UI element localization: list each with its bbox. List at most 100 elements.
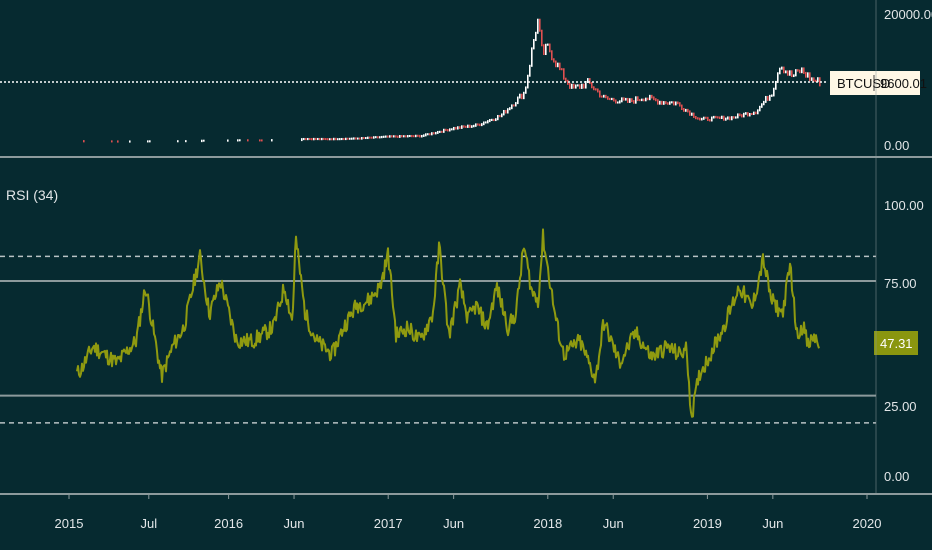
rsi-panel[interactable]: RSI (34) 100.00 75.00 25.00 0.00 47.31 xyxy=(0,187,924,484)
price-axis-tick: 0.00 xyxy=(884,138,909,153)
price-candle xyxy=(457,126,459,130)
price-candle xyxy=(511,104,513,110)
price-candle xyxy=(539,18,541,32)
price-candle xyxy=(641,98,643,102)
price-candle xyxy=(177,140,179,143)
price-candle xyxy=(747,112,749,117)
price-candle xyxy=(311,138,313,141)
price-candle xyxy=(703,116,705,120)
price-candle xyxy=(543,44,545,56)
price-candle xyxy=(315,137,317,141)
price-badge-box xyxy=(830,71,920,95)
price-candle xyxy=(399,135,401,138)
price-candle xyxy=(339,138,341,141)
price-candle xyxy=(645,97,647,102)
rsi-axis-tick: 25.00 xyxy=(884,399,917,414)
price-candle xyxy=(729,116,731,121)
price-candle xyxy=(467,124,469,128)
time-axis-label: 2019 xyxy=(693,516,722,531)
price-candle xyxy=(495,118,497,122)
price-candle xyxy=(305,137,307,141)
price-candle xyxy=(605,94,607,99)
time-axis-label: 2015 xyxy=(55,516,84,531)
price-candle xyxy=(647,97,649,101)
price-last-badge: BTCUSD 9600.01 xyxy=(830,71,927,95)
price-candle xyxy=(581,83,583,89)
rsi-axis-tick: 75.00 xyxy=(884,276,917,291)
price-candle xyxy=(557,62,559,68)
time-axis-label: Jun xyxy=(443,516,464,531)
price-candle xyxy=(805,71,807,78)
price-candle xyxy=(409,134,411,138)
price-candle xyxy=(423,134,425,137)
price-candle xyxy=(537,18,539,34)
price-candle xyxy=(617,101,619,104)
price-candle xyxy=(307,137,309,141)
price-candle xyxy=(655,98,657,102)
price-candle xyxy=(737,113,739,119)
price-candle xyxy=(687,108,689,113)
price-candle xyxy=(553,58,555,63)
price-candle xyxy=(373,136,375,139)
price-candle xyxy=(627,97,629,103)
price-candle xyxy=(623,97,625,101)
price-candle xyxy=(741,114,743,118)
price-candle xyxy=(649,94,651,101)
price-candle xyxy=(383,135,385,138)
price-candle xyxy=(483,121,485,126)
price-candle xyxy=(461,125,463,129)
price-candle xyxy=(447,129,449,132)
price-candle xyxy=(389,135,391,138)
price-candle xyxy=(751,112,753,116)
price-candle xyxy=(459,126,461,129)
price-candle xyxy=(613,97,615,102)
price-candle xyxy=(727,116,729,120)
price-candle xyxy=(451,128,453,131)
price-candle xyxy=(671,101,673,104)
price-candle xyxy=(585,81,587,89)
price-candle xyxy=(493,118,495,122)
price-candle xyxy=(473,124,475,128)
price-candle xyxy=(571,83,573,89)
price-candle xyxy=(271,139,273,142)
price-candle xyxy=(353,137,355,140)
price-candle xyxy=(563,68,565,80)
price-candle xyxy=(335,137,337,141)
price-candle xyxy=(261,139,263,142)
time-axis[interactable]: 2015 Jul 2016 Jun 2017 Jun 2018 Jun 2019 Jun 2020 xyxy=(0,0,932,531)
time-axis-label: Jun xyxy=(284,516,305,531)
price-candle xyxy=(637,96,639,102)
price-candle xyxy=(415,134,417,138)
price-candle xyxy=(355,137,357,140)
price-candle xyxy=(799,69,801,74)
price-candle xyxy=(679,102,681,107)
price-candle xyxy=(499,114,501,118)
rsi-series-line xyxy=(76,228,820,418)
price-candle xyxy=(733,116,735,119)
price-candle xyxy=(401,135,403,138)
price-candle xyxy=(325,138,327,141)
price-candle xyxy=(147,140,149,143)
price-candle xyxy=(345,137,347,141)
rsi-badge-box xyxy=(874,331,918,355)
price-panel[interactable]: 20000.00 0.00 BTCUSD 9600.01 xyxy=(0,7,932,158)
price-candle xyxy=(615,99,617,104)
price-candle xyxy=(513,104,515,107)
rsi-last-badge: 47.31 xyxy=(874,331,918,355)
price-candle xyxy=(471,125,473,128)
price-candle xyxy=(761,103,763,108)
price-candle xyxy=(783,66,785,74)
price-candle xyxy=(319,137,321,141)
price-candle xyxy=(327,138,329,141)
price-candle xyxy=(559,62,561,71)
price-candle xyxy=(497,114,499,121)
price-candle xyxy=(677,101,679,105)
price-candle xyxy=(349,137,351,140)
price-symbol-label: BTCUSD xyxy=(837,76,890,91)
price-candle xyxy=(443,128,445,133)
price-candle xyxy=(303,137,305,141)
price-candle xyxy=(597,88,599,93)
rsi-last-value-label: 47.31 xyxy=(880,336,913,351)
price-candle xyxy=(521,93,523,100)
